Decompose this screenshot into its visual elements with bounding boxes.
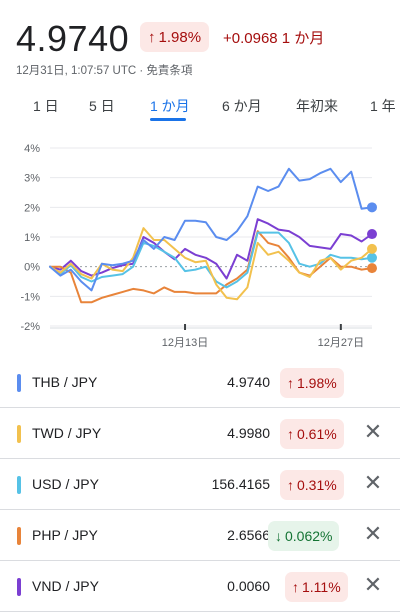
x-tick-label: 12月27日 <box>318 337 364 349</box>
arrow-up-icon: ↑ <box>287 375 294 391</box>
pair-value: 4.9740 <box>227 374 270 390</box>
pair-value: 0.0060 <box>227 578 270 594</box>
change-badge: ↑ 1.11% <box>285 572 348 602</box>
pair-value: 2.6566 <box>227 527 270 543</box>
series-line <box>49 230 373 304</box>
series-end-dot <box>367 243 377 254</box>
close-icon[interactable]: ✕ <box>363 470 383 495</box>
arrow-up-icon: ↑ <box>148 28 156 46</box>
change-value: 1.98% <box>297 375 337 391</box>
list-item[interactable]: VND / JPY 0.0060 ↑ 1.11% ✕ <box>0 562 400 612</box>
range-tabs: 1 日 5 日 1 か月 6 か月 年初来 1 年 <box>0 94 400 122</box>
close-icon[interactable]: ✕ <box>363 419 383 444</box>
y-tick-label: -2% <box>20 321 40 333</box>
change-badge: ↓ 0.062% <box>268 521 340 551</box>
y-tick-label: 2% <box>24 202 40 214</box>
arrow-down-icon: ↓ <box>275 528 282 544</box>
absolute-change: +0.0968 1 か月 <box>223 30 325 47</box>
y-tick-label: -1% <box>20 291 40 303</box>
quote-header: 4.9740 ↑ 1.98% +0.0968 1 か月 <box>16 14 396 64</box>
arrow-up-icon: ↑ <box>287 426 294 442</box>
close-icon[interactable]: ✕ <box>363 521 383 546</box>
tab-1-month[interactable]: 1 か月 <box>150 98 190 114</box>
change-value: 0.31% <box>297 477 337 493</box>
close-icon[interactable]: ✕ <box>363 572 383 597</box>
arrow-up-icon: ↑ <box>292 579 299 595</box>
list-item[interactable]: USD / JPY 156.4165 ↑ 0.31% ✕ <box>0 460 400 510</box>
pair-name: VND / JPY <box>32 578 99 594</box>
arrow-up-icon: ↑ <box>287 477 294 493</box>
list-item[interactable]: TWD / JPY 4.9980 ↑ 0.61% ✕ <box>0 409 400 459</box>
series-end-dot <box>367 263 377 274</box>
tab-6-month[interactable]: 6 か月 <box>222 98 262 114</box>
list-item[interactable]: THB / JPY 4.9740 ↑ 1.98% <box>0 358 400 408</box>
tab-ytd[interactable]: 年初来 <box>296 98 338 114</box>
pair-name: PHP / JPY <box>32 527 98 543</box>
pair-name: TWD / JPY <box>32 425 102 441</box>
series-end-dot <box>367 252 377 263</box>
tab-1-year[interactable]: 1 年 <box>370 98 396 114</box>
series-line <box>49 218 373 280</box>
percent-change-badge: ↑ 1.98% <box>140 22 210 52</box>
series-color-marker <box>17 578 21 596</box>
tab-5-day[interactable]: 5 日 <box>89 98 115 114</box>
tab-1-day[interactable]: 1 日 <box>33 98 59 114</box>
series-color-marker <box>17 425 21 443</box>
current-price: 4.9740 <box>16 18 130 59</box>
series-end-dot <box>367 229 377 240</box>
series-color-marker <box>17 476 21 494</box>
pair-name: USD / JPY <box>32 476 99 492</box>
comparison-chart[interactable]: 4% 3% 2% 1% 0% -1% -2% 12月13日 12月27日 <box>0 138 400 356</box>
series-line <box>49 167 373 292</box>
x-tick-label: 12月13日 <box>162 337 208 349</box>
change-value: 0.61% <box>297 426 337 442</box>
y-tick-label: 0% <box>24 262 40 274</box>
percent-change-value: 1.98% <box>158 28 202 46</box>
y-tick-label: 3% <box>24 173 40 185</box>
change-badge: ↑ 0.61% <box>280 419 344 449</box>
change-value: 0.062% <box>285 528 333 544</box>
series-end-dot <box>367 202 377 213</box>
pair-name: THB / JPY <box>32 374 98 390</box>
pair-value: 156.4165 <box>211 476 270 492</box>
active-tab-indicator <box>150 118 186 121</box>
list-item[interactable]: PHP / JPY 2.6566 ↓ 0.062% ✕ <box>0 511 400 561</box>
y-tick-label: 1% <box>24 232 40 244</box>
change-badge: ↑ 1.98% <box>280 368 344 398</box>
timestamp-disclaimer[interactable]: 12月31日, 1:07:57 UTC · 免責条項 <box>16 65 193 77</box>
pair-value: 4.9980 <box>227 425 270 441</box>
change-value: 1.11% <box>302 579 341 595</box>
y-tick-label: 4% <box>24 143 40 155</box>
series-color-marker <box>17 527 21 545</box>
change-badge: ↑ 0.31% <box>280 470 344 500</box>
series-color-marker <box>17 374 21 392</box>
